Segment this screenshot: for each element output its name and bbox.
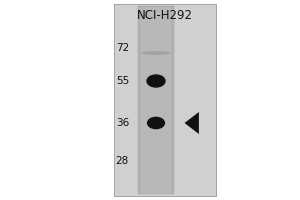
Text: 28: 28 (116, 156, 129, 166)
Bar (138, 6, 141, 194)
Circle shape (148, 117, 164, 129)
Circle shape (147, 75, 165, 87)
Text: 36: 36 (116, 118, 129, 128)
Bar (114, 4, 216, 196)
Text: 72: 72 (116, 43, 129, 53)
Bar (138, 6, 174, 194)
Text: NCI-H292: NCI-H292 (137, 9, 193, 22)
Ellipse shape (142, 51, 170, 55)
Polygon shape (184, 112, 199, 134)
Bar (171, 6, 174, 194)
Text: 55: 55 (116, 76, 129, 86)
